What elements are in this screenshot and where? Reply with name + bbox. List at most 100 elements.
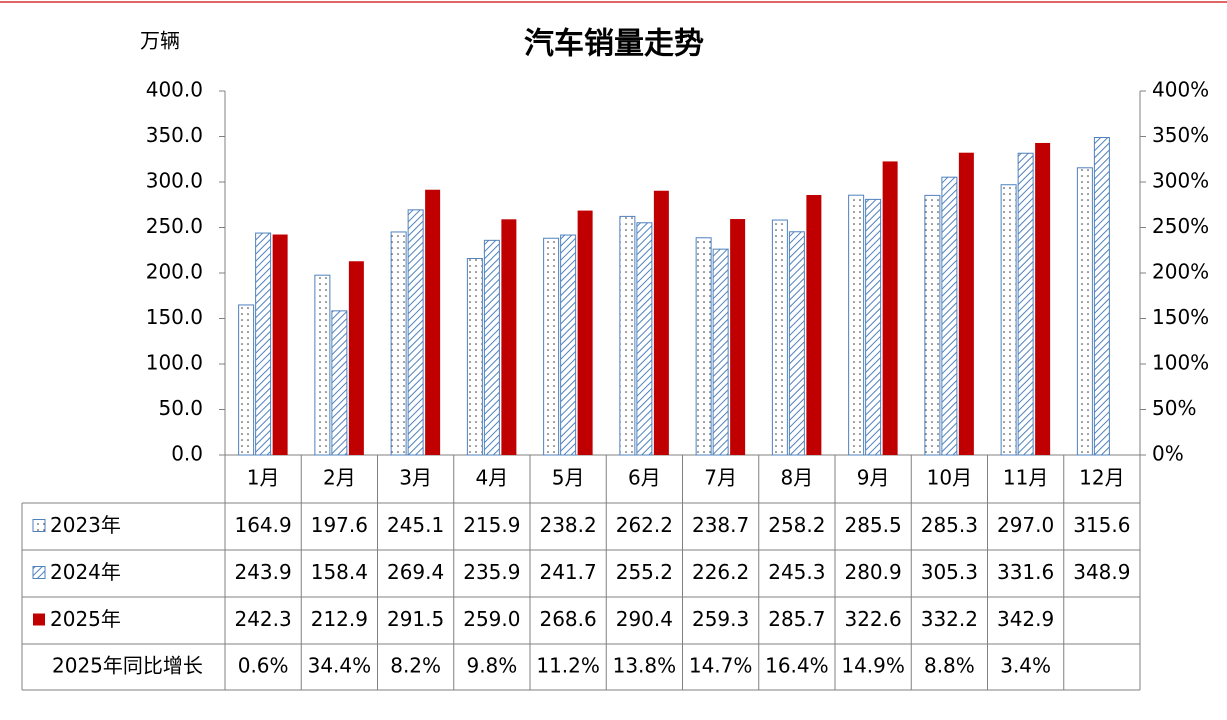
bar bbox=[501, 219, 517, 455]
x-tick-label: 10月 bbox=[927, 466, 972, 490]
x-tick-label: 6月 bbox=[628, 466, 661, 490]
table-value: 226.2 bbox=[692, 560, 749, 584]
table-value: 331.6 bbox=[997, 560, 1054, 584]
table-value: 164.9 bbox=[234, 513, 291, 537]
table-value: 285.3 bbox=[921, 513, 978, 537]
bar bbox=[958, 152, 974, 455]
x-tick-label: 2月 bbox=[323, 466, 356, 490]
bar bbox=[712, 248, 729, 456]
table-value: 241.7 bbox=[539, 560, 596, 584]
x-tick-label: 4月 bbox=[476, 466, 509, 490]
bar bbox=[865, 198, 882, 456]
table-value: 255.2 bbox=[616, 560, 673, 584]
table-value: 238.2 bbox=[539, 513, 596, 537]
table-value: 297.0 bbox=[997, 513, 1054, 537]
bar bbox=[788, 231, 805, 456]
growth-value: 8.2% bbox=[390, 654, 441, 678]
y-tick-label: 0.0 bbox=[171, 442, 203, 466]
y-tick-label: 50.0 bbox=[158, 396, 203, 420]
bar bbox=[882, 161, 898, 455]
bar bbox=[653, 190, 669, 455]
table-value: 305.3 bbox=[921, 560, 978, 584]
y-axis-label: 万辆 bbox=[140, 29, 180, 53]
legend-label: 2025年 bbox=[50, 607, 121, 631]
bar bbox=[425, 189, 441, 456]
table-value: 332.2 bbox=[921, 607, 978, 631]
x-tick-label: 12月 bbox=[1079, 466, 1124, 490]
growth-value: 14.9% bbox=[841, 654, 905, 678]
legend-label: 2024年 bbox=[50, 560, 121, 584]
bar bbox=[1017, 152, 1034, 456]
y2-tick-label: 0% bbox=[1152, 442, 1184, 466]
table-value: 235.9 bbox=[463, 560, 520, 584]
table-value: 158.4 bbox=[311, 560, 368, 584]
bar bbox=[730, 219, 746, 455]
y2-tick-label: 100% bbox=[1152, 351, 1209, 375]
bar bbox=[619, 215, 636, 456]
bar bbox=[238, 304, 255, 456]
bar bbox=[390, 231, 407, 456]
legend-swatch bbox=[32, 519, 46, 532]
bar bbox=[771, 219, 788, 456]
bar bbox=[272, 234, 288, 455]
y-tick-label: 300.0 bbox=[146, 169, 203, 193]
x-tick-label: 7月 bbox=[704, 466, 737, 490]
bar bbox=[560, 234, 577, 456]
table-value: 342.9 bbox=[997, 607, 1054, 631]
x-tick-label: 3月 bbox=[399, 466, 432, 490]
bar bbox=[941, 176, 958, 456]
bar bbox=[848, 194, 865, 456]
table-value: 285.7 bbox=[768, 607, 825, 631]
table-value: 262.2 bbox=[616, 513, 673, 537]
bar bbox=[695, 237, 712, 456]
chart-title: 汽车销量走势 bbox=[524, 27, 704, 62]
table-value: 259.3 bbox=[692, 607, 749, 631]
table-value: 245.3 bbox=[768, 560, 825, 584]
growth-value: 13.8% bbox=[613, 654, 677, 678]
bar bbox=[407, 209, 424, 456]
table-value: 258.2 bbox=[768, 513, 825, 537]
table-value: 243.9 bbox=[234, 560, 291, 584]
legend-label: 2023年 bbox=[50, 513, 121, 537]
table-value: 290.4 bbox=[616, 607, 673, 631]
table-value: 238.7 bbox=[692, 513, 749, 537]
bar bbox=[331, 310, 348, 456]
growth-value: 16.4% bbox=[765, 654, 829, 678]
growth-value: 11.2% bbox=[536, 654, 600, 678]
table-value: 197.6 bbox=[311, 513, 368, 537]
y-tick-label: 200.0 bbox=[146, 260, 203, 284]
y2-tick-label: 350% bbox=[1152, 123, 1209, 147]
bar bbox=[1076, 167, 1093, 456]
table-value: 269.4 bbox=[387, 560, 444, 584]
bar bbox=[577, 210, 593, 455]
x-tick-label: 5月 bbox=[552, 466, 585, 490]
y2-tick-label: 200% bbox=[1152, 260, 1209, 284]
growth-value: 9.8% bbox=[466, 654, 517, 678]
bar bbox=[314, 274, 331, 456]
table-value: 348.9 bbox=[1073, 560, 1130, 584]
table-value: 291.5 bbox=[387, 607, 444, 631]
y-tick-label: 250.0 bbox=[146, 214, 203, 238]
bar bbox=[348, 261, 364, 455]
x-tick-label: 9月 bbox=[857, 466, 890, 490]
y-tick-label: 100.0 bbox=[146, 351, 203, 375]
growth-value: 3.4% bbox=[1000, 654, 1051, 678]
x-tick-label: 1月 bbox=[247, 466, 280, 490]
table-value: 285.5 bbox=[844, 513, 901, 537]
bar bbox=[483, 239, 500, 456]
y-tick-label: 350.0 bbox=[146, 123, 203, 147]
legend-swatch bbox=[33, 613, 45, 626]
table-value: 212.9 bbox=[311, 607, 368, 631]
bar bbox=[1093, 137, 1110, 456]
y-tick-label: 150.0 bbox=[146, 305, 203, 329]
bar bbox=[466, 258, 483, 456]
y-tick-label: 400.0 bbox=[146, 78, 203, 102]
growth-label: 2025年同比增长 bbox=[52, 654, 203, 678]
y2-tick-label: 50% bbox=[1152, 396, 1196, 420]
x-tick-label: 8月 bbox=[781, 466, 814, 490]
bar bbox=[636, 222, 653, 456]
growth-value: 8.8% bbox=[924, 654, 975, 678]
legend-swatch bbox=[32, 566, 46, 579]
y2-tick-label: 300% bbox=[1152, 169, 1209, 193]
y2-tick-label: 150% bbox=[1152, 305, 1209, 329]
